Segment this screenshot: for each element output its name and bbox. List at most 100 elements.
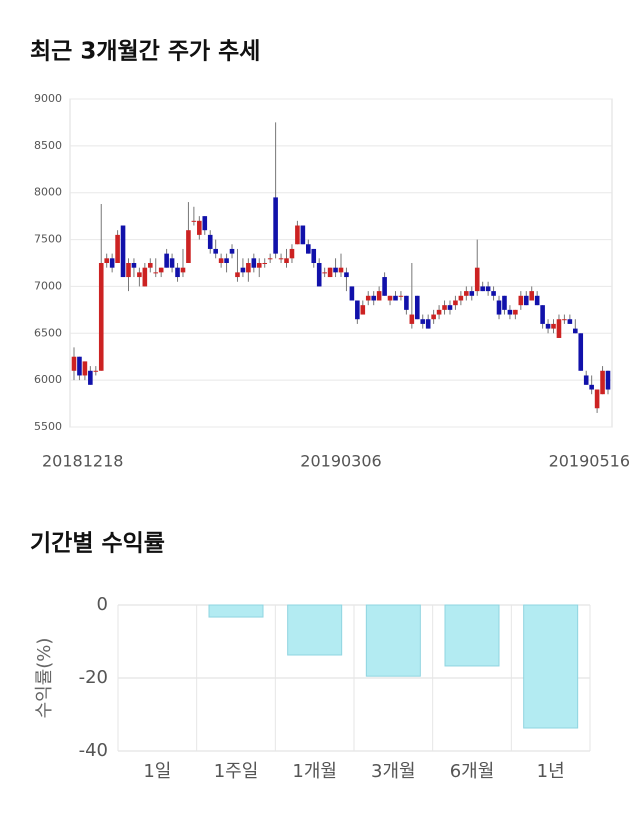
candle-body	[469, 291, 475, 296]
bar	[444, 604, 500, 667]
candle-body	[420, 319, 426, 324]
candle-body	[88, 370, 93, 385]
candle-body	[387, 295, 393, 301]
candle-body	[600, 370, 605, 395]
candle-body	[251, 258, 257, 268]
candle-body	[120, 225, 126, 278]
candle-body	[137, 272, 142, 278]
bar	[208, 604, 264, 618]
candle-body	[458, 295, 464, 301]
y-tick-label: 7000	[34, 279, 62, 292]
x-tick-label: 20190306	[300, 452, 381, 471]
y-tick-label: -40	[79, 740, 108, 761]
candle-body	[82, 361, 88, 376]
candle-body	[284, 258, 289, 263]
candle-body	[77, 356, 82, 376]
candle-body	[327, 267, 333, 278]
candle-body	[507, 309, 513, 315]
y-tick-label: 5500	[34, 420, 62, 433]
candle-body	[349, 286, 355, 301]
candle-body	[578, 333, 584, 371]
bar	[287, 604, 343, 656]
candle-body	[431, 314, 436, 320]
candle-body	[436, 309, 442, 315]
candle-body	[278, 258, 284, 260]
candle-body	[344, 272, 349, 278]
candle-body	[158, 267, 164, 273]
candle-body	[267, 258, 273, 260]
candle-body	[333, 267, 338, 273]
candle-body	[175, 267, 180, 278]
candle-body	[153, 272, 159, 274]
y-tick-label: 6000	[34, 373, 62, 386]
candle-body	[104, 258, 109, 263]
candle-body	[71, 356, 77, 371]
candle-body	[523, 295, 529, 306]
candle-body	[207, 234, 213, 249]
candle-body	[540, 305, 545, 324]
candle-body	[605, 370, 611, 390]
chart-title: 기간별 수익률	[30, 531, 165, 557]
y-tick-label: 7500	[34, 233, 62, 246]
candle-body	[186, 230, 191, 263]
candle-body	[224, 258, 229, 263]
candle-body	[425, 319, 431, 329]
candle-body	[589, 384, 594, 390]
candle-body	[382, 277, 387, 296]
candle-body	[229, 248, 235, 254]
y-tick-label: 8000	[34, 186, 62, 199]
candle-body	[246, 263, 251, 273]
candle-body	[398, 295, 404, 297]
candle-body	[409, 314, 415, 324]
candle-body	[556, 319, 562, 338]
x-tick-label: 1개월	[292, 761, 337, 782]
candle-body	[273, 197, 278, 254]
candle-body	[376, 291, 382, 301]
candle-body	[289, 248, 295, 259]
candle-body	[453, 300, 458, 306]
candle-body	[316, 263, 322, 287]
candle-body	[93, 370, 99, 372]
candle-body	[218, 258, 224, 263]
y-tick-label: 8500	[34, 139, 62, 152]
candle-body	[562, 319, 567, 321]
bar	[523, 604, 579, 729]
y-tick-label: -20	[79, 667, 108, 688]
candle-body	[300, 225, 306, 245]
candle-body	[551, 323, 556, 329]
candle-body	[464, 291, 469, 296]
candle-body	[534, 295, 540, 306]
candle-body	[169, 258, 175, 268]
candle-body	[480, 286, 485, 292]
candle-body	[180, 267, 186, 273]
candle-body	[594, 389, 600, 409]
candle-body	[295, 225, 300, 245]
candle-body	[365, 295, 371, 301]
candle-body	[529, 291, 535, 301]
x-tick-label: 3개월	[371, 761, 416, 782]
candle-body	[213, 248, 218, 254]
candle-body	[583, 375, 589, 385]
candle-body	[142, 267, 148, 287]
candle-body	[109, 258, 115, 268]
candle-body	[414, 295, 420, 320]
candle-body	[474, 267, 480, 292]
candle-body	[164, 253, 169, 268]
candle-body	[311, 248, 317, 263]
chart-title: 최근 3개월간 주가 추세	[30, 39, 260, 65]
candle-body	[202, 216, 208, 231]
x-tick-label: 1년	[537, 761, 565, 782]
candle-body	[518, 295, 524, 306]
x-tick-label: 20190516	[549, 452, 630, 471]
candle-body	[147, 263, 153, 268]
candle-body	[338, 267, 344, 273]
x-tick-label: 1주일	[214, 761, 259, 782]
candle-body	[573, 328, 578, 334]
candle-body	[491, 291, 496, 296]
candle-body	[355, 300, 360, 320]
bar	[365, 604, 421, 677]
candle-body	[306, 244, 311, 254]
candle-body	[197, 220, 202, 235]
candle-body	[191, 220, 197, 222]
y-tick-label: 6500	[34, 326, 62, 339]
